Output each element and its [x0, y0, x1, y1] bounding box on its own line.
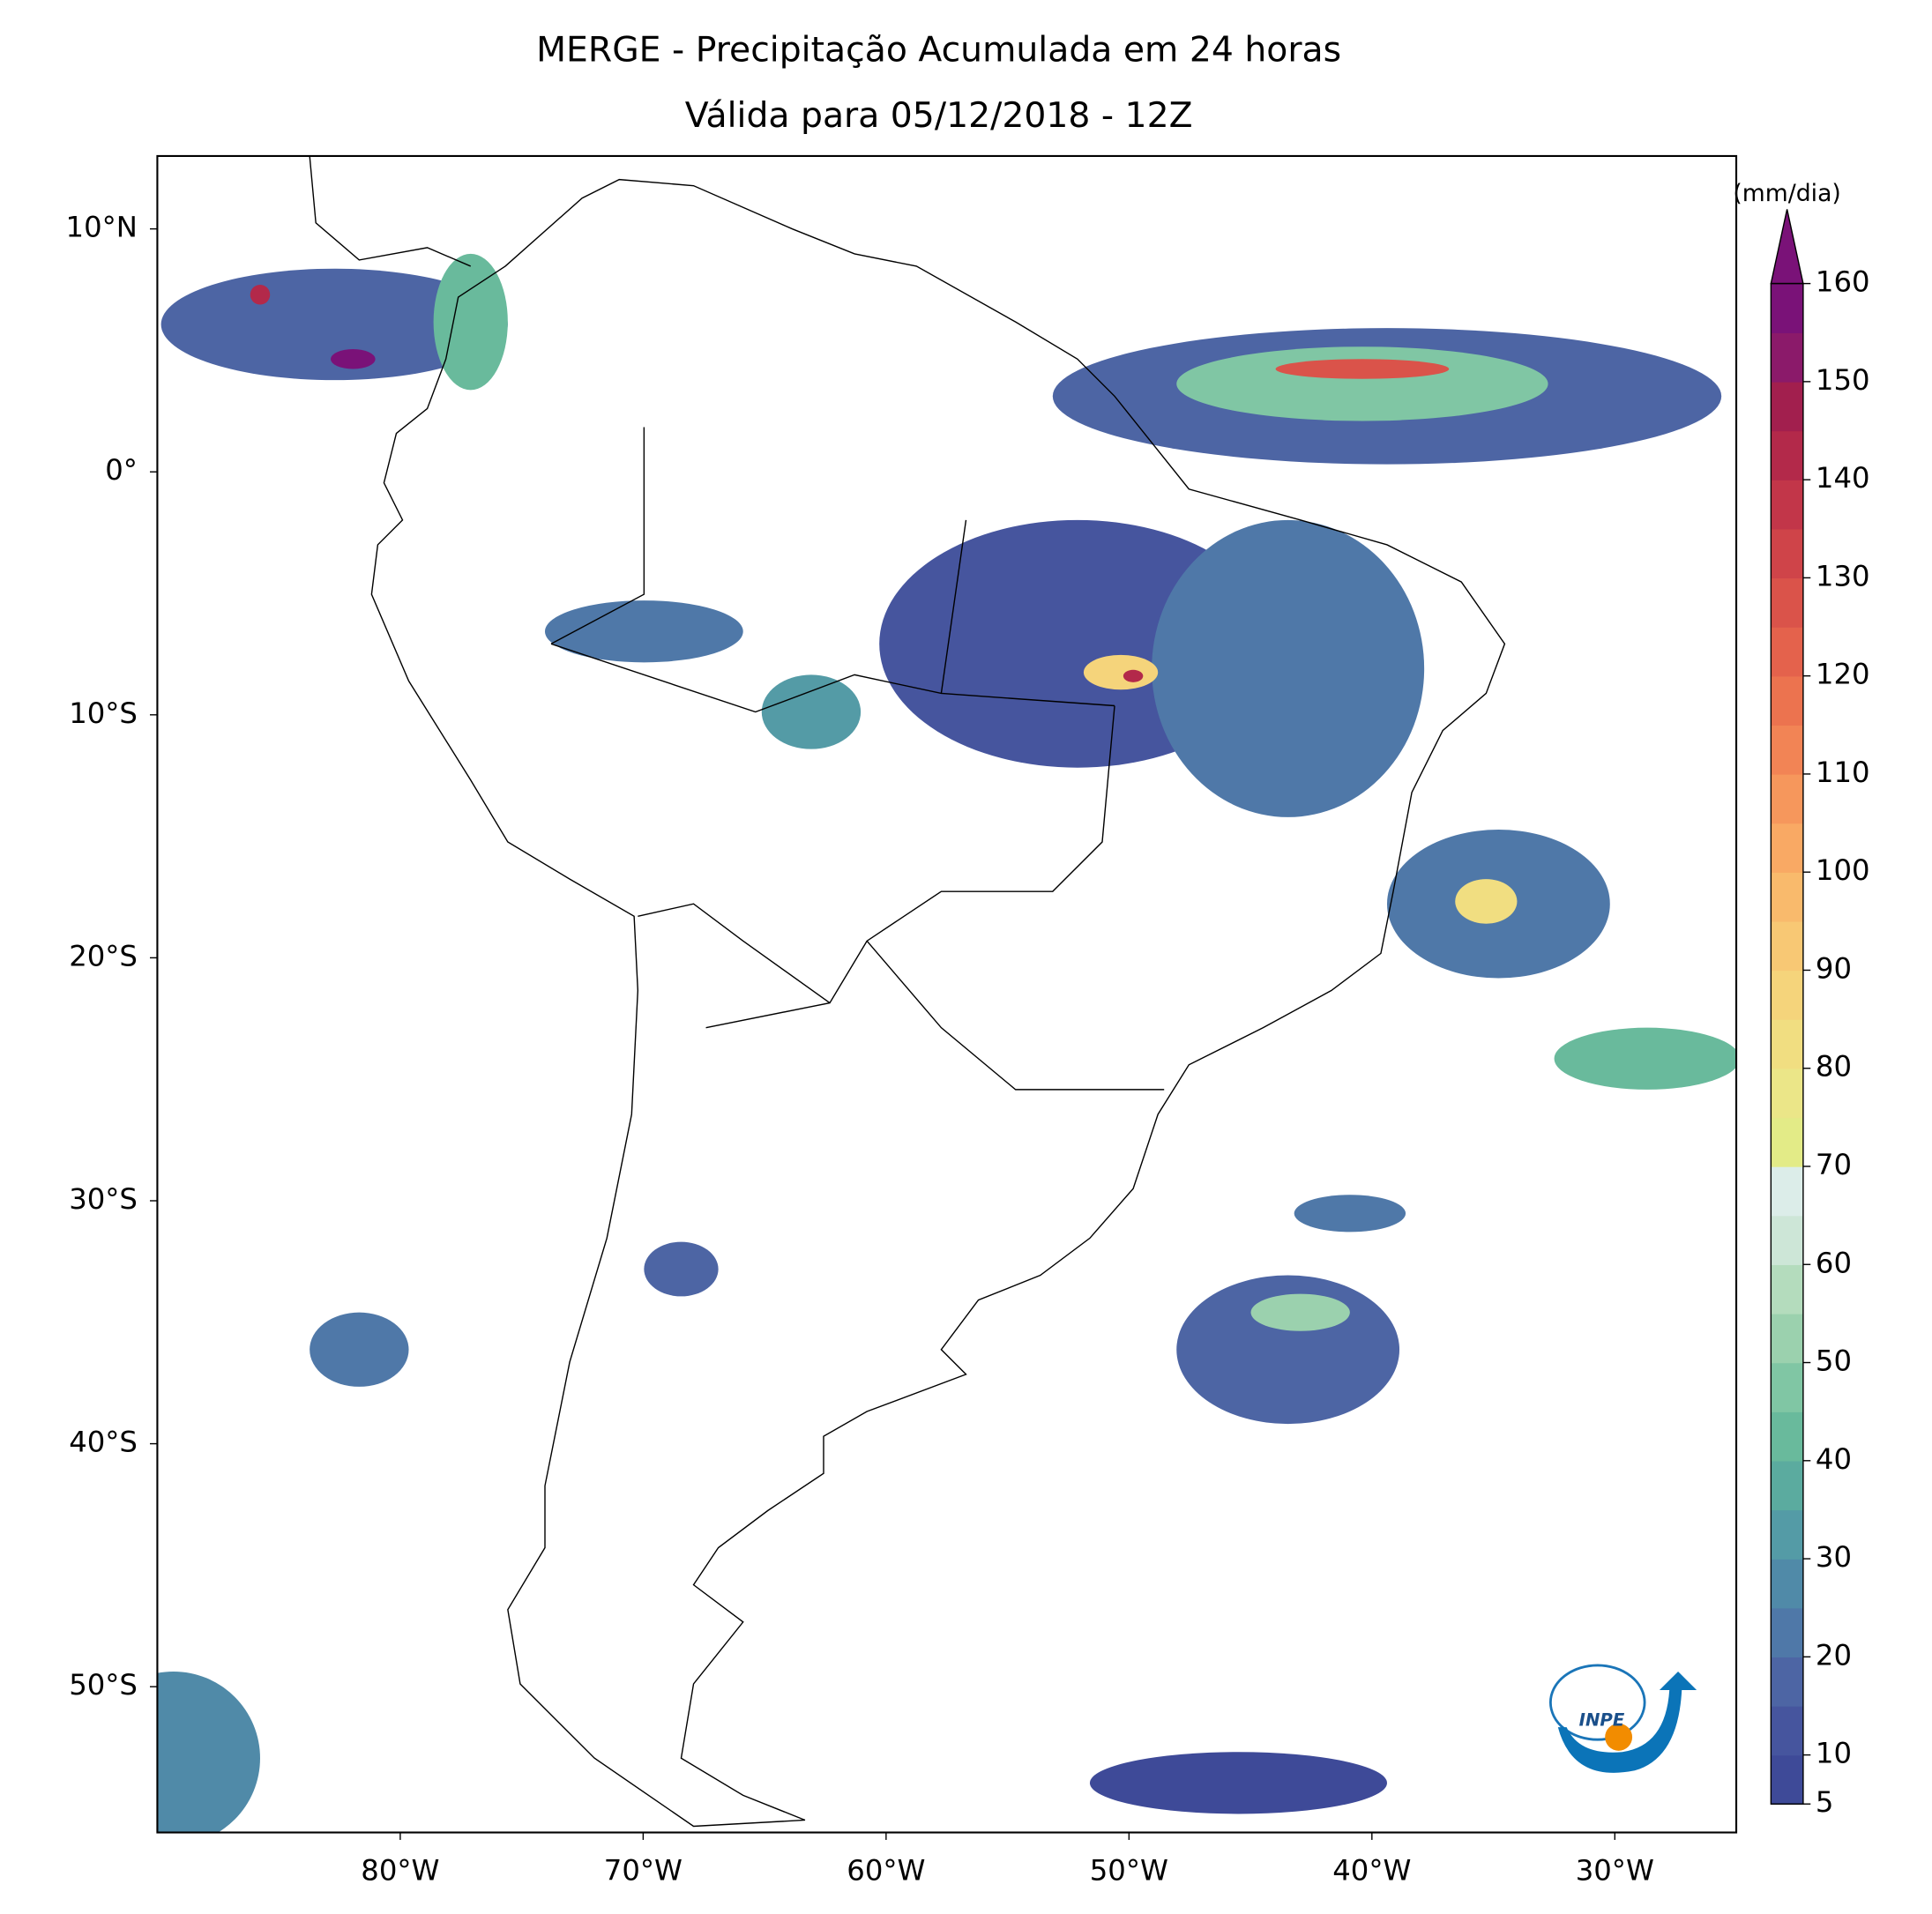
rain-area	[1083, 654, 1159, 690]
colorbar-band	[1771, 823, 1803, 873]
title: MERGE - Precipitação Acumulada em 24 hor…	[536, 30, 1341, 70]
colorbar-band	[1771, 1117, 1803, 1167]
colorbar-band	[1771, 577, 1803, 628]
y-tick-label: 40°S	[69, 1426, 138, 1459]
rain-area	[1123, 669, 1144, 682]
x-tick-label: 80°W	[361, 1853, 439, 1887]
svg-text:INPE: INPE	[1579, 1710, 1625, 1731]
colorbar-band	[1771, 1607, 1803, 1658]
colorbar-tick-label: 150	[1816, 363, 1870, 397]
x-tick-label: 40°W	[1332, 1853, 1411, 1887]
map-frame	[156, 154, 1738, 1834]
x-tick-label: 50°W	[1090, 1853, 1168, 1887]
colorbar-band	[1771, 1705, 1803, 1756]
colorbar-band	[1771, 381, 1803, 432]
rain-area	[1176, 346, 1548, 421]
rain-area	[433, 253, 508, 391]
x-tick-label: 30°W	[1576, 1853, 1654, 1887]
rain-area	[310, 1312, 409, 1387]
colorbar-tick-label: 110	[1816, 756, 1870, 789]
rain-area	[160, 268, 508, 381]
rain-area	[331, 349, 376, 369]
y-tick-label: 10°N	[66, 211, 138, 244]
rain-area	[761, 674, 862, 749]
colorbar-tick-label: 120	[1816, 658, 1870, 691]
rain-area	[1152, 519, 1425, 817]
colorbar-tick-label: 140	[1816, 461, 1870, 495]
colorbar-tick-label: 30	[1816, 1540, 1852, 1574]
colorbar-tick-label: 130	[1816, 559, 1870, 592]
rain-area	[1455, 879, 1518, 924]
colorbar-band	[1771, 773, 1803, 824]
colorbar-band	[1771, 1754, 1803, 1805]
subtitle: Válida para 05/12/2018 - 12Z	[685, 96, 1193, 136]
y-tick-label: 0°	[105, 453, 138, 487]
colorbar-band	[1771, 725, 1803, 775]
rain-area	[1554, 1027, 1737, 1090]
colorbar-tick-label: 5	[1816, 1785, 1834, 1819]
colorbar-band	[1771, 675, 1803, 726]
rain-area	[1275, 359, 1450, 379]
y-tick-label: 30°S	[69, 1182, 138, 1216]
colorbar-band	[1771, 1411, 1803, 1462]
x-tick-label: 60°W	[847, 1853, 925, 1887]
colorbar-band	[1771, 332, 1803, 383]
colorbar-band	[1771, 283, 1803, 333]
colorbar-tick-label: 10	[1816, 1737, 1852, 1770]
colorbar-band	[1771, 1460, 1803, 1511]
rain-area	[157, 1671, 260, 1833]
colorbar-band	[1771, 627, 1803, 677]
colorbar-band	[1771, 1657, 1803, 1707]
colorbar-tick-label: 70	[1816, 1148, 1852, 1181]
colorbar-band	[1771, 1215, 1803, 1265]
rain-area	[250, 285, 271, 305]
colorbar-band	[1771, 1019, 1803, 1069]
colorbar-band	[1771, 872, 1803, 922]
colorbar-label: (mm/dia)	[1733, 180, 1840, 207]
colorbar-band	[1771, 1264, 1803, 1314]
colorbar-tick-label: 20	[1816, 1638, 1852, 1672]
colorbar-band	[1771, 1313, 1803, 1364]
rain-area	[545, 600, 743, 663]
colorbar-band	[1771, 1166, 1803, 1217]
colorbar-band	[1771, 1559, 1803, 1609]
map-area	[156, 154, 1738, 1834]
colorbar-band	[1771, 1509, 1803, 1560]
colorbar-band	[1771, 1362, 1803, 1412]
rain-area	[1089, 1752, 1387, 1814]
axis-ticks: 80°W 70°W 60°W 50°W 40°W 30°W 10°N 0° 10°S 20°S 30…	[66, 211, 1654, 1888]
colorbar-tick-label: 50	[1816, 1344, 1852, 1378]
colorbar-tick-label: 90	[1816, 951, 1852, 985]
colorbar-tick-label: 100	[1816, 853, 1870, 887]
coastline	[309, 155, 1506, 1828]
colorbar: 5 10 20 30 40 50 60 70 80 90 100 110 120 130 140 150 160…	[1733, 180, 1869, 1819]
borders	[550, 427, 1165, 1091]
colorbar-frame	[1770, 282, 1804, 1805]
colorbar-band	[1771, 970, 1803, 1020]
colorbar-band	[1771, 920, 1803, 972]
y-tick-label: 20°S	[69, 939, 138, 972]
x-tick-label: 70°W	[604, 1853, 683, 1887]
colorbar-tick-label: 60	[1816, 1246, 1852, 1279]
colorbar-band	[1771, 430, 1803, 480]
precip-field	[157, 253, 1737, 1833]
colorbar-band	[1771, 480, 1803, 530]
colorbar-tick-label: 40	[1816, 1442, 1852, 1476]
rain-area	[1250, 1293, 1350, 1331]
rain-area	[644, 1241, 719, 1297]
colorbar-tick-label: 80	[1816, 1050, 1852, 1084]
y-tick-label: 10°S	[69, 696, 138, 730]
colorbar-band	[1771, 1068, 1803, 1119]
y-tick-label: 50°S	[69, 1668, 138, 1702]
colorbar-tick-label: 160	[1816, 265, 1870, 299]
rain-area	[1294, 1195, 1406, 1233]
colorbar-band	[1771, 528, 1803, 579]
inpe-logo: INPE	[1548, 1664, 1697, 1773]
